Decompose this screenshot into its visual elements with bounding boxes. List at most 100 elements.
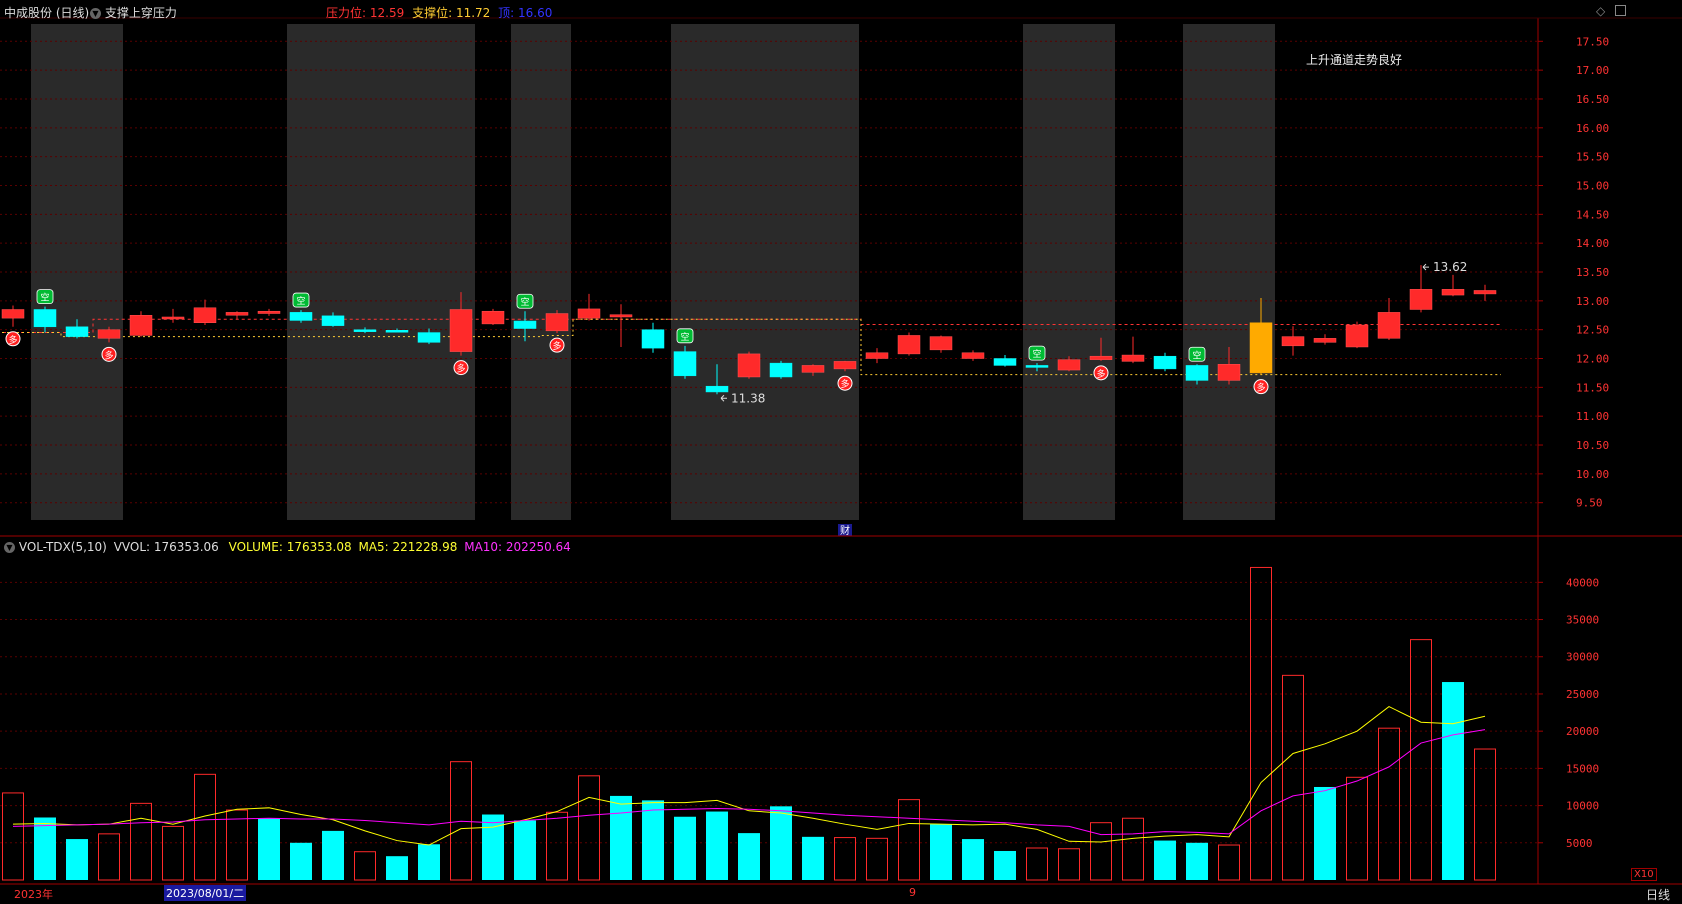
stock-title[interactable]: 中成股份 (日线) — [4, 4, 89, 21]
candle-body[interactable] — [801, 365, 825, 373]
candle-body[interactable] — [481, 310, 505, 325]
volume-bar[interactable] — [226, 809, 248, 881]
indicator-selector[interactable]: ▼ 支撑上穿压力 — [90, 4, 177, 21]
volume-bar[interactable] — [898, 799, 920, 881]
candle-body[interactable] — [385, 330, 409, 333]
volume-bar[interactable] — [418, 844, 440, 880]
volume-bar[interactable] — [1186, 842, 1208, 880]
candle-body[interactable] — [1057, 359, 1081, 371]
period-tab[interactable]: 日线 — [1646, 888, 1671, 902]
candle-body[interactable] — [641, 329, 665, 349]
candle-body[interactable] — [129, 315, 153, 336]
candle-body[interactable] — [1121, 354, 1145, 362]
volume-bar[interactable] — [1058, 848, 1080, 881]
volume-bar[interactable] — [674, 816, 696, 880]
volume-bar[interactable] — [162, 825, 184, 881]
candle-body[interactable] — [673, 351, 697, 377]
candle-body[interactable] — [1345, 324, 1369, 348]
volume-indicator-name[interactable]: VOL-TDX(5,10) — [18, 540, 107, 554]
volume-bar[interactable] — [130, 802, 152, 881]
volume-bar[interactable] — [354, 851, 376, 881]
candle-body[interactable] — [1281, 336, 1305, 347]
volume-bar[interactable] — [1218, 844, 1240, 881]
candle-body[interactable] — [993, 358, 1017, 366]
chevron-down-icon[interactable]: ▼ — [90, 8, 101, 19]
volume-bar[interactable] — [802, 836, 824, 880]
candle-body[interactable] — [577, 308, 601, 319]
candle-body[interactable] — [33, 309, 57, 328]
volume-bar[interactable] — [450, 761, 472, 881]
volume-bar[interactable] — [1282, 674, 1304, 881]
candle-body[interactable] — [1313, 338, 1337, 343]
volume-bar[interactable] — [1378, 727, 1400, 881]
candle-body[interactable] — [929, 336, 953, 351]
volume-bar[interactable] — [1474, 748, 1496, 881]
candle-body[interactable] — [161, 316, 185, 320]
candle-body[interactable] — [1217, 364, 1241, 381]
candle-body[interactable] — [289, 312, 313, 321]
volume-bar[interactable] — [322, 830, 344, 880]
candle-body[interactable] — [321, 315, 345, 326]
volume-bar[interactable] — [930, 824, 952, 880]
volume-bar[interactable] — [194, 773, 216, 881]
candle-body[interactable] — [545, 313, 569, 332]
volume-bar[interactable] — [386, 856, 408, 880]
candle-body[interactable] — [865, 352, 889, 359]
volume-bar[interactable] — [1026, 847, 1048, 881]
volume-bar[interactable] — [546, 811, 568, 881]
candle-body[interactable] — [1153, 355, 1177, 370]
candle-body[interactable] — [1025, 365, 1049, 368]
volume-bar[interactable] — [1442, 682, 1464, 880]
volume-bar[interactable] — [866, 837, 888, 881]
volume-bar[interactable] — [1154, 840, 1176, 880]
volume-bar[interactable] — [34, 817, 56, 880]
volume-bar[interactable] — [258, 818, 280, 880]
chevron-down-icon[interactable]: ▼ — [4, 542, 15, 553]
candle-body[interactable] — [769, 362, 793, 378]
candle-body[interactable] — [513, 320, 537, 329]
diamond-icon[interactable]: ◇ — [1596, 4, 1606, 18]
window-restore-icon[interactable] — [1615, 5, 1627, 16]
volume-bar[interactable] — [706, 811, 728, 880]
volume-bar[interactable] — [1090, 822, 1112, 881]
candle-body[interactable] — [449, 309, 473, 352]
volume-bar[interactable] — [1250, 566, 1272, 881]
candle-body[interactable] — [417, 332, 441, 343]
volume-bar[interactable] — [514, 820, 536, 880]
candle-body[interactable] — [737, 353, 761, 378]
volume-bar[interactable] — [738, 833, 760, 880]
candle-body[interactable] — [897, 335, 921, 355]
volume-bar[interactable] — [1122, 817, 1144, 881]
volume-bar[interactable] — [1346, 776, 1368, 881]
volume-bar[interactable] — [962, 839, 984, 880]
volume-bar[interactable] — [98, 833, 120, 881]
candle-body[interactable] — [225, 312, 249, 316]
candle-body[interactable] — [1473, 290, 1497, 295]
volume-bar[interactable] — [578, 775, 600, 881]
candle-body[interactable] — [97, 329, 121, 339]
candle-body[interactable] — [257, 310, 281, 314]
volume-bar[interactable] — [834, 837, 856, 881]
candle-body[interactable] — [1249, 322, 1273, 374]
candle-body[interactable] — [65, 326, 89, 337]
volume-bar[interactable] — [1410, 639, 1432, 881]
volume-bar[interactable] — [482, 814, 504, 880]
candle-body[interactable] — [1409, 289, 1433, 310]
volume-bar[interactable] — [994, 850, 1016, 880]
volume-bar[interactable] — [2, 792, 24, 881]
finance-marker[interactable] — [838, 524, 852, 536]
candle-body[interactable] — [609, 314, 633, 318]
candle-body[interactable] — [1377, 312, 1401, 339]
volume-bar[interactable] — [610, 795, 632, 880]
candle-body[interactable] — [1441, 289, 1465, 296]
candle-body[interactable] — [833, 361, 857, 370]
candle-body[interactable] — [705, 385, 729, 393]
volume-bar[interactable] — [642, 800, 664, 880]
candle-body[interactable] — [1185, 365, 1209, 381]
volume-bar[interactable] — [1314, 786, 1336, 880]
volume-bar[interactable] — [66, 839, 88, 880]
candle-body[interactable] — [1, 309, 25, 319]
candle-body[interactable] — [353, 329, 377, 332]
candle-body[interactable] — [1089, 355, 1113, 360]
candle-body[interactable] — [193, 307, 217, 324]
